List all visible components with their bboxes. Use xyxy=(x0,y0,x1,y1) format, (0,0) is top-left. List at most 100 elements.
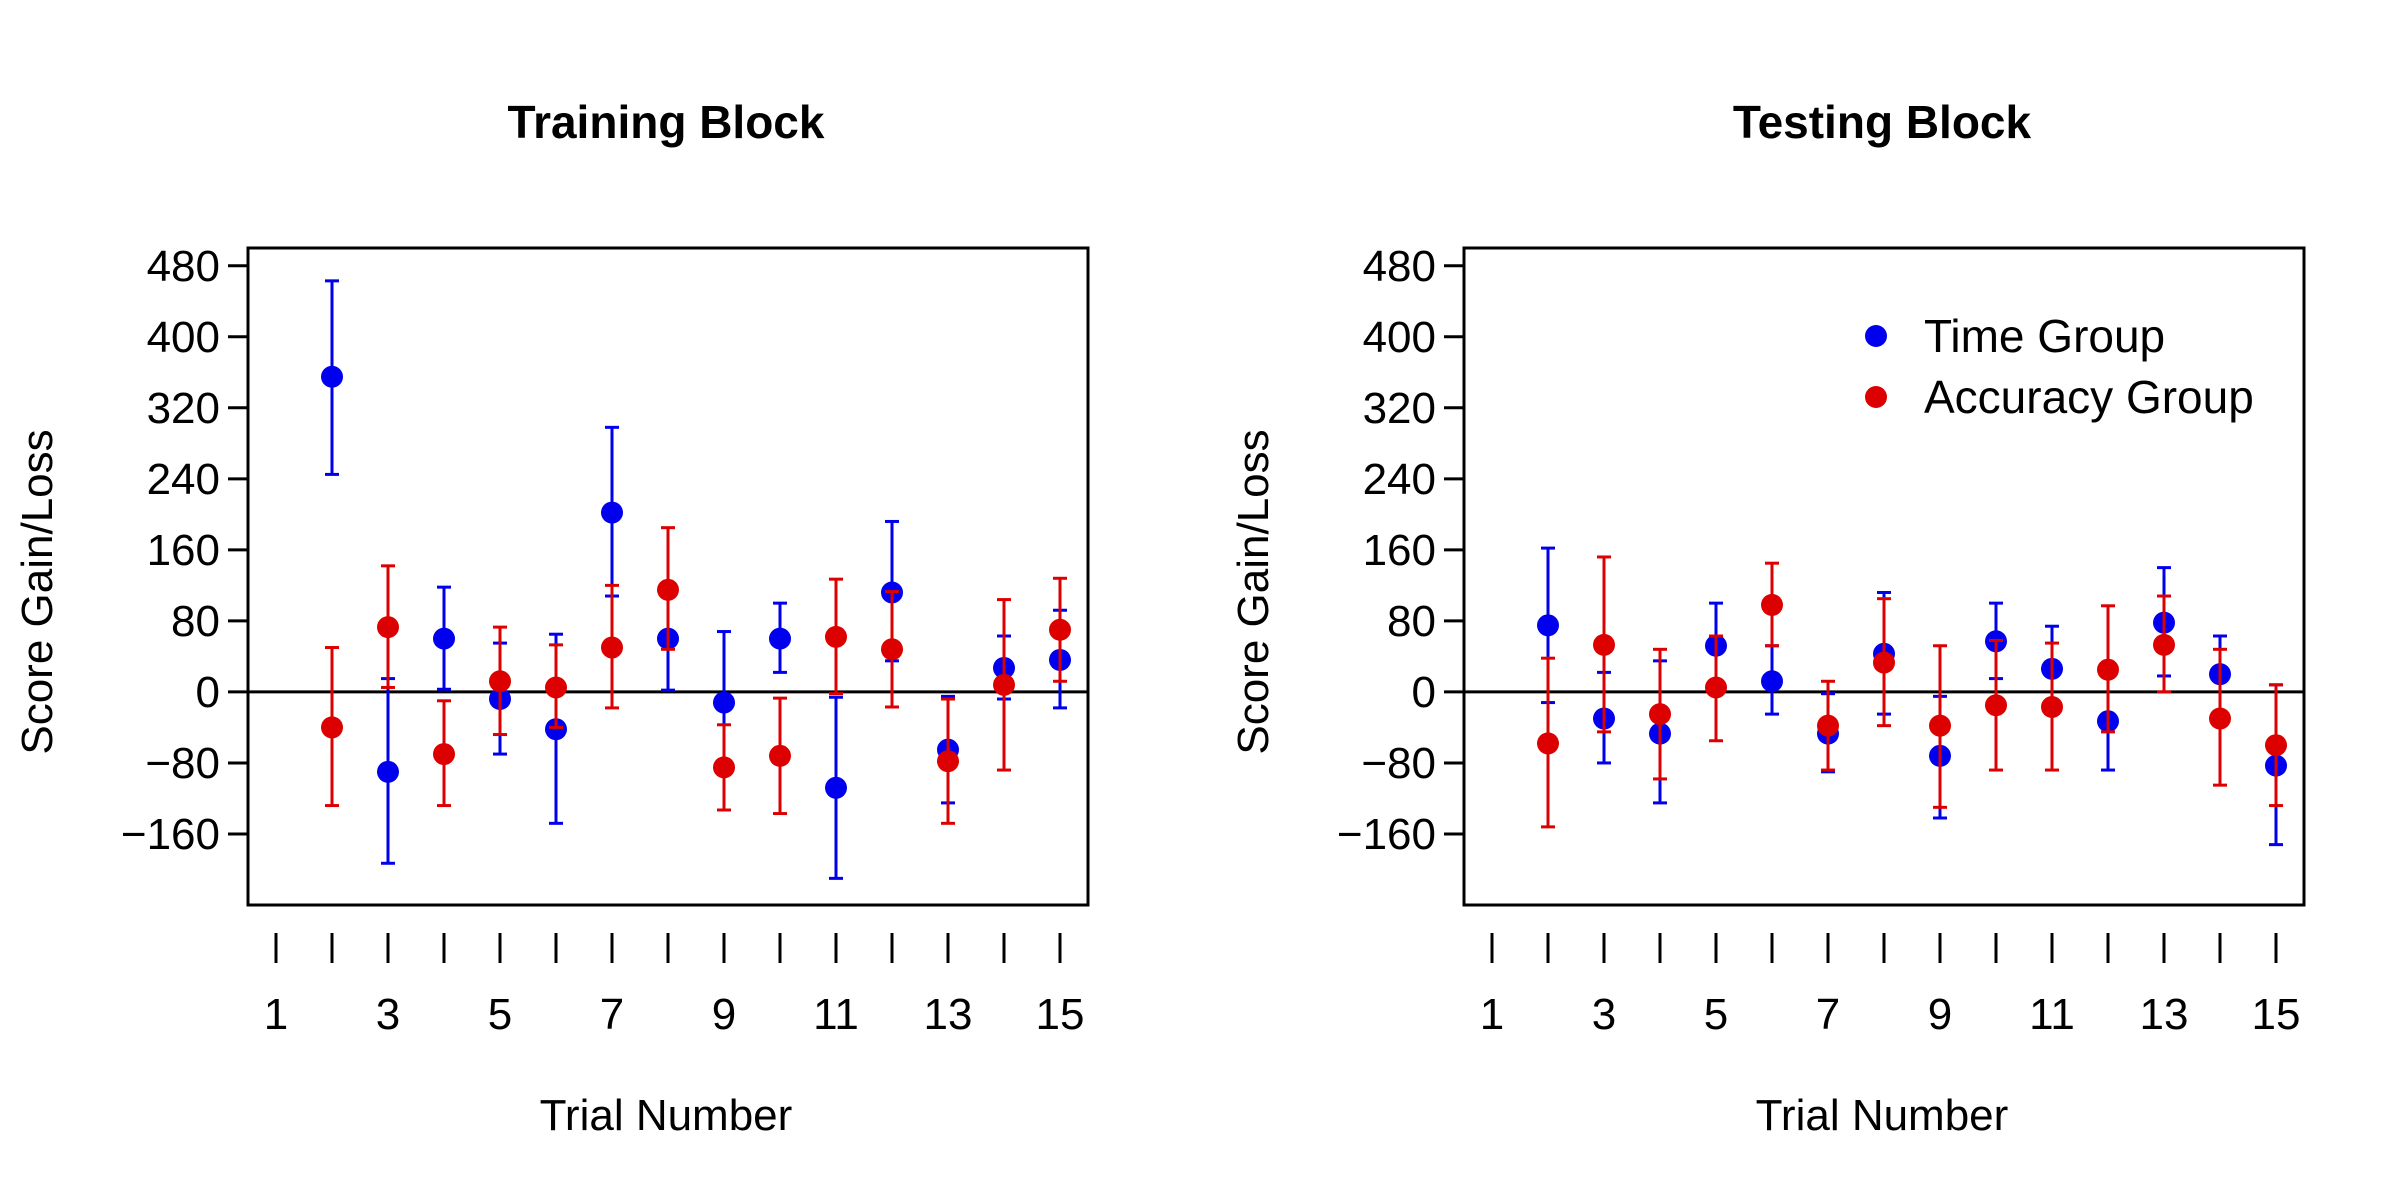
accuracy-data-point xyxy=(1049,618,1071,641)
time-data-point xyxy=(769,627,791,650)
x-tick-label: 9 xyxy=(1928,990,1952,1039)
x-tick-label: 7 xyxy=(1816,990,1840,1039)
accuracy-group-point-4 xyxy=(1649,647,1671,781)
accuracy-data-point xyxy=(937,750,959,773)
y-tick-label: −80 xyxy=(145,739,220,788)
x-tick-label: 1 xyxy=(264,990,288,1039)
accuracy-data-point xyxy=(2209,707,2231,730)
x-tick-label: 5 xyxy=(488,990,512,1039)
accuracy-group-point-13 xyxy=(937,697,959,825)
training-block-panel: Training Block Trial Number Score Gain/L… xyxy=(13,96,1090,1140)
accuracy-group-point-7 xyxy=(601,583,623,710)
plot-marks xyxy=(248,279,1088,880)
accuracy-data-point xyxy=(1817,714,1839,737)
accuracy-group-point-8 xyxy=(1873,597,1895,728)
time-data-point xyxy=(377,760,399,783)
time-data-point xyxy=(1537,614,1559,637)
accuracy-group-point-8 xyxy=(657,526,679,651)
accuracy-data-point xyxy=(769,744,791,767)
legend-marker xyxy=(1865,325,1887,347)
y-tick-label: 400 xyxy=(1363,313,1436,362)
accuracy-data-point xyxy=(321,716,343,739)
legend: Time Group Accuracy Group xyxy=(1865,310,2254,423)
x-tick-label: 1 xyxy=(1480,990,1504,1039)
accuracy-data-point xyxy=(1929,714,1951,737)
accuracy-data-point xyxy=(657,578,679,601)
plot-frame xyxy=(1462,246,2306,907)
time-data-point xyxy=(433,627,455,650)
x-tick-label: 11 xyxy=(813,990,859,1039)
accuracy-data-point xyxy=(2041,696,2063,719)
accuracy-data-point xyxy=(825,625,847,648)
time-data-point xyxy=(713,691,735,714)
accuracy-data-point xyxy=(1649,703,1671,726)
x-tick-label: 5 xyxy=(1704,990,1728,1039)
accuracy-group-point-15 xyxy=(1049,576,1071,683)
accuracy-data-point xyxy=(489,670,511,693)
accuracy-data-point xyxy=(881,638,903,661)
y-tick-label: 160 xyxy=(1363,526,1436,575)
accuracy-data-point xyxy=(1537,732,1559,755)
x-axis-label: Trial Number xyxy=(1756,1091,2009,1140)
x-tick-label: 3 xyxy=(1592,990,1616,1039)
accuracy-group-point-7 xyxy=(1817,679,1839,772)
accuracy-group-point-9 xyxy=(713,723,735,812)
y-tick-label: 80 xyxy=(1387,597,1436,646)
accuracy-group-point-2 xyxy=(1537,656,1559,829)
y-tick-label: 0 xyxy=(1412,668,1436,717)
y-tick-label: 320 xyxy=(147,384,220,433)
time-group-point-7 xyxy=(601,425,623,598)
testing-block-panel: Testing Block Trial Number Score Gain/Lo… xyxy=(1229,96,2306,1140)
time-group-point-10 xyxy=(769,601,791,674)
accuracy-group-point-13 xyxy=(2153,594,2175,694)
x-tick-label: 15 xyxy=(1036,990,1085,1039)
time-group-point-4 xyxy=(433,585,455,691)
x-tick-label: 13 xyxy=(2140,990,2189,1039)
x-tick-label: 13 xyxy=(924,990,973,1039)
y-tick-label: 480 xyxy=(147,242,220,291)
x-axis-label: Trial Number xyxy=(540,1091,793,1140)
y-tick-label: −80 xyxy=(1361,739,1436,788)
accuracy-data-point xyxy=(2097,658,2119,681)
time-data-point xyxy=(1761,670,1783,693)
x-tick-label: 9 xyxy=(712,990,736,1039)
x-tick-label: 7 xyxy=(600,990,624,1039)
accuracy-data-point xyxy=(713,756,735,779)
accuracy-group-point-14 xyxy=(993,598,1015,772)
time-data-point xyxy=(825,776,847,799)
x-tick-label: 3 xyxy=(376,990,400,1039)
accuracy-group-point-3 xyxy=(1593,555,1615,734)
time-data-point xyxy=(601,501,623,524)
accuracy-group-point-4 xyxy=(433,699,455,808)
accuracy-data-point xyxy=(2265,734,2287,757)
x-tick-label: 11 xyxy=(2029,990,2075,1039)
accuracy-group-point-10 xyxy=(1985,638,2007,772)
y-tick-label: 0 xyxy=(196,668,220,717)
accuracy-group-point-5 xyxy=(1705,634,1727,743)
accuracy-data-point xyxy=(1985,694,2007,717)
y-axis-label: Score Gain/Loss xyxy=(1229,429,1278,754)
accuracy-group-point-12 xyxy=(2097,604,2119,734)
accuracy-data-point xyxy=(1705,676,1727,699)
accuracy-data-point xyxy=(993,673,1015,696)
y-tick-label: 480 xyxy=(1363,242,1436,291)
x-tick-label: 15 xyxy=(2252,990,2301,1039)
y-tick-label: 240 xyxy=(1363,455,1436,504)
y-tick-label: −160 xyxy=(121,810,220,859)
accuracy-group-point-9 xyxy=(1929,644,1951,809)
time-group-point-6 xyxy=(1761,644,1783,716)
accuracy-data-point xyxy=(1873,651,1895,674)
plot-marks xyxy=(1464,546,2304,847)
y-tick-label: 320 xyxy=(1363,384,1436,433)
panel-title: Training Block xyxy=(508,96,825,148)
panel-title: Testing Block xyxy=(1733,96,2032,148)
time-data-point xyxy=(545,718,567,741)
y-tick-label: 160 xyxy=(147,526,220,575)
y-tick-label: 240 xyxy=(147,455,220,504)
accuracy-data-point xyxy=(377,616,399,639)
time-group-point-3 xyxy=(377,677,399,865)
legend-marker xyxy=(1865,386,1887,408)
